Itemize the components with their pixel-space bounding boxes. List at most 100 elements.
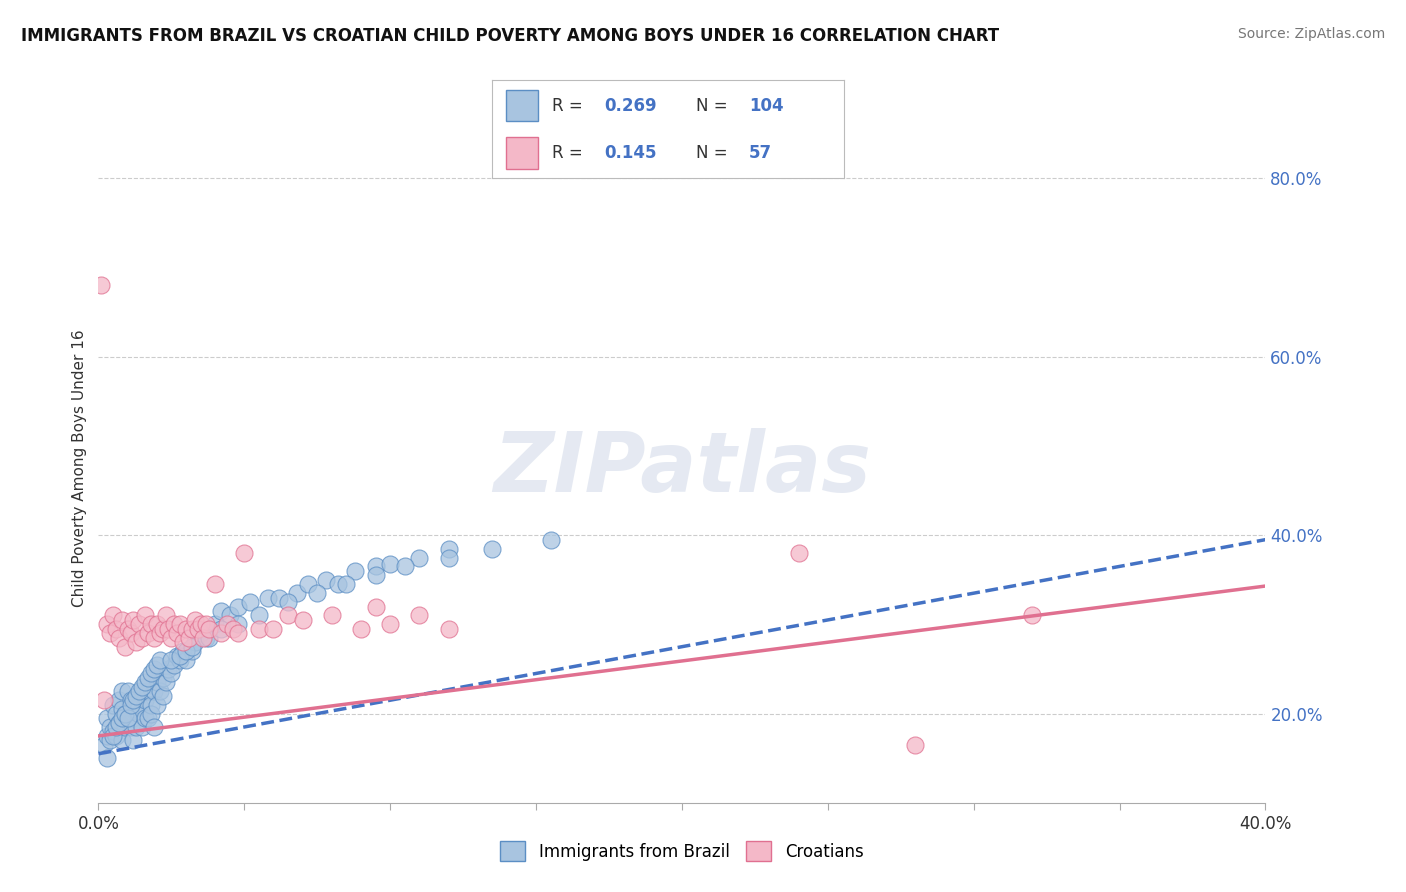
Text: 57: 57: [748, 144, 772, 161]
Point: [142, 662, 165, 676]
Point: [111, 702, 134, 716]
Point: [321, 608, 343, 623]
Point: [195, 631, 218, 645]
Point: [163, 617, 186, 632]
Point: [228, 599, 250, 614]
Point: [104, 706, 127, 721]
Text: 0.145: 0.145: [605, 144, 657, 161]
Point: [142, 631, 165, 645]
Legend: Immigrants from Brazil, Croatians: Immigrants from Brazil, Croatians: [494, 834, 870, 868]
Point: [247, 622, 270, 636]
Point: [120, 698, 142, 712]
Point: [131, 720, 153, 734]
Point: [297, 577, 319, 591]
Point: [335, 577, 357, 591]
Point: [149, 653, 172, 667]
Point: [378, 557, 402, 571]
Point: [134, 711, 156, 725]
Point: [149, 626, 172, 640]
Point: [139, 617, 162, 632]
Point: [131, 631, 153, 645]
Point: [101, 724, 124, 739]
Point: [247, 608, 270, 623]
Point: [139, 698, 162, 712]
Point: [120, 720, 142, 734]
Point: [540, 533, 562, 547]
Point: [114, 706, 136, 721]
Point: [163, 657, 186, 672]
Point: [437, 550, 460, 565]
Point: [96, 617, 118, 632]
Point: [160, 631, 183, 645]
Point: [157, 662, 180, 676]
Point: [142, 720, 165, 734]
Text: ZIPatlas: ZIPatlas: [494, 428, 870, 508]
Point: [125, 689, 148, 703]
Point: [93, 693, 115, 707]
Point: [125, 720, 148, 734]
Point: [190, 617, 212, 632]
Point: [394, 559, 416, 574]
Point: [146, 675, 169, 690]
Point: [139, 706, 162, 721]
Point: [326, 577, 349, 591]
Point: [155, 675, 177, 690]
Y-axis label: Child Poverty Among Boys Under 16: Child Poverty Among Boys Under 16: [72, 329, 87, 607]
Point: [190, 626, 212, 640]
Text: IMMIGRANTS FROM BRAZIL VS CROATIAN CHILD POVERTY AMONG BOYS UNDER 16 CORRELATION: IMMIGRANTS FROM BRAZIL VS CROATIAN CHILD…: [21, 27, 1000, 45]
Point: [125, 693, 148, 707]
Point: [101, 698, 124, 712]
Point: [152, 622, 174, 636]
Point: [128, 617, 150, 632]
Point: [180, 644, 202, 658]
Point: [215, 617, 238, 632]
Point: [209, 604, 232, 618]
Text: 0.269: 0.269: [605, 97, 657, 115]
Point: [183, 635, 205, 649]
Point: [108, 715, 131, 730]
Point: [117, 684, 139, 698]
Point: [239, 595, 262, 609]
Point: [128, 706, 150, 721]
Point: [904, 738, 927, 752]
Point: [114, 720, 136, 734]
Point: [125, 635, 148, 649]
Point: [108, 631, 131, 645]
Point: [787, 546, 810, 560]
Point: [117, 711, 139, 725]
Point: [174, 622, 197, 636]
Point: [157, 622, 180, 636]
Point: [218, 608, 240, 623]
Point: [122, 693, 145, 707]
Point: [169, 653, 191, 667]
Point: [195, 617, 218, 632]
Point: [166, 626, 188, 640]
Point: [221, 622, 243, 636]
Point: [193, 631, 215, 645]
FancyBboxPatch shape: [506, 90, 537, 121]
Point: [142, 684, 165, 698]
Text: N =: N =: [696, 97, 727, 115]
Point: [160, 653, 183, 667]
Point: [120, 626, 142, 640]
Point: [285, 586, 308, 600]
Point: [177, 631, 200, 645]
Point: [233, 546, 256, 560]
Point: [117, 711, 139, 725]
Point: [131, 684, 153, 698]
Text: 104: 104: [748, 97, 783, 115]
Point: [101, 729, 124, 743]
Point: [104, 622, 127, 636]
Point: [139, 666, 162, 681]
Text: N =: N =: [696, 144, 727, 161]
Point: [120, 693, 142, 707]
Point: [183, 613, 205, 627]
Point: [131, 680, 153, 694]
Point: [228, 626, 250, 640]
Point: [160, 666, 183, 681]
Point: [291, 613, 314, 627]
Point: [198, 631, 221, 645]
Text: R =: R =: [551, 144, 582, 161]
Point: [111, 711, 134, 725]
Point: [122, 702, 145, 716]
